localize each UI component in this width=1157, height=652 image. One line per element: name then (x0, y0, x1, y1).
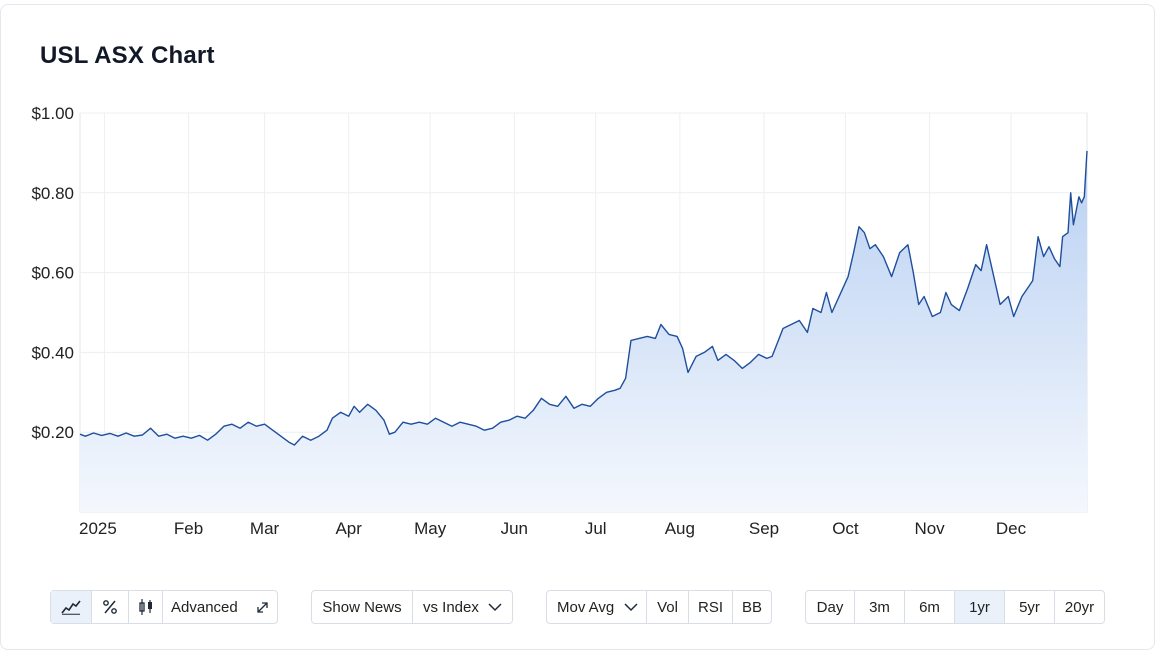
bb-label: BB (741, 598, 762, 616)
x-tick-label: Jul (585, 519, 607, 538)
show-news-label: Show News (322, 598, 402, 616)
range-button-3m[interactable]: 3m (855, 591, 905, 623)
x-tick-label: 2025 (79, 519, 117, 538)
indicator-toolbar: Mov Avg Vol RSI BB (546, 590, 772, 624)
bb-button[interactable]: BB (733, 591, 771, 623)
rsi-label: RSI (697, 598, 723, 616)
mov-avg-dropdown[interactable]: Mov Avg (547, 591, 647, 623)
y-tick-label: $0.80 (31, 184, 74, 203)
y-tick-label: $0.60 (31, 264, 74, 283)
x-tick-label: Sep (749, 519, 779, 538)
chart-title: USL ASX Chart (40, 42, 215, 69)
range-label: 1yr (969, 598, 990, 616)
vol-label: Vol (657, 598, 678, 616)
x-tick-label: Oct (832, 519, 859, 538)
vs-index-label: vs Index (423, 598, 479, 616)
chart-type-toolbar: Advanced (50, 590, 278, 624)
rsi-button[interactable]: RSI (689, 591, 733, 623)
range-label: Day (816, 598, 844, 616)
range-button-6m[interactable]: 6m (905, 591, 955, 623)
y-axis: $1.00 $0.80 $0.60 $0.40 $0.20 (31, 104, 74, 442)
candlestick-icon (138, 598, 154, 616)
y-tick-label: $1.00 (31, 104, 74, 123)
x-tick-label: Apr (335, 519, 362, 538)
range-label: 3m (869, 598, 890, 616)
percent-button[interactable] (92, 591, 129, 623)
y-tick-label: $0.40 (31, 343, 74, 362)
x-tick-label: Dec (996, 519, 1027, 538)
chevron-down-icon (624, 602, 638, 612)
range-button-5yr[interactable]: 5yr (1005, 591, 1055, 623)
show-news-button[interactable]: Show News (312, 591, 413, 623)
line-chart-icon (61, 599, 81, 615)
mov-avg-label: Mov Avg (557, 598, 615, 616)
range-label: 5yr (1019, 598, 1040, 616)
overlay-toolbar: Show News vs Index (311, 590, 513, 624)
range-label: 20yr (1064, 598, 1095, 616)
range-label: 6m (919, 598, 940, 616)
x-tick-label: Feb (174, 519, 203, 538)
candlestick-button[interactable] (129, 591, 163, 623)
advanced-label: Advanced (171, 598, 238, 616)
vol-button[interactable]: Vol (647, 591, 689, 623)
chevron-down-icon (488, 602, 502, 612)
range-button-20yr[interactable]: 20yr (1055, 591, 1104, 623)
x-axis: 2025 Feb Mar Apr May Jun Jul Aug Sep Oct Nov Dec (79, 519, 1027, 538)
x-tick-label: Mar (250, 519, 280, 538)
price-area (80, 150, 1087, 512)
x-tick-label: Nov (914, 519, 945, 538)
x-tick-label: May (414, 519, 447, 538)
vs-index-dropdown[interactable]: vs Index (413, 591, 512, 623)
range-button-day[interactable]: Day (806, 591, 855, 623)
expand-icon (256, 601, 269, 614)
range-toolbar: Day 3m 6m 1yr 5yr 20yr (805, 590, 1105, 624)
x-tick-label: Aug (665, 519, 695, 538)
line-chart-button[interactable] (51, 591, 92, 623)
advanced-button[interactable]: Advanced (163, 591, 277, 623)
x-tick-label: Jun (501, 519, 528, 538)
y-tick-label: $0.20 (31, 423, 74, 442)
percent-icon (102, 599, 118, 615)
price-line (79, 150, 1088, 446)
range-button-1yr[interactable]: 1yr (955, 591, 1005, 623)
price-chart[interactable]: $1.00 $0.80 $0.60 $0.40 $0.20 2025 Feb Mar Apr M… (0, 0, 1157, 560)
